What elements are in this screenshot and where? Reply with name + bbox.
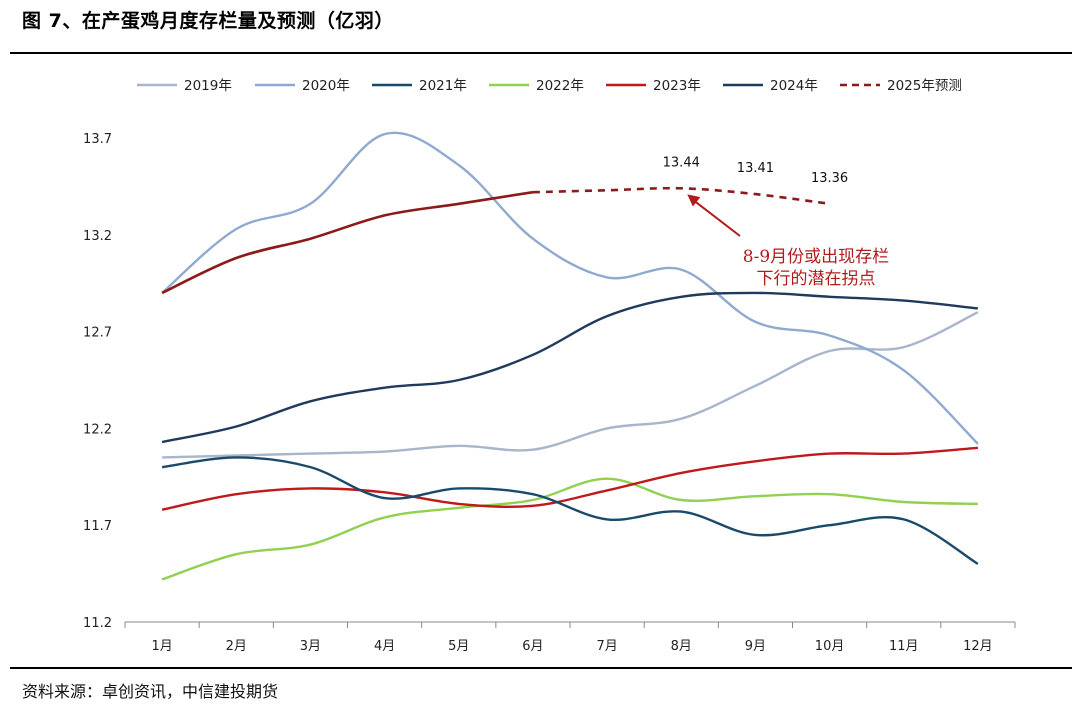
x-tick-label: 6月	[522, 639, 543, 654]
title-rule	[10, 52, 1072, 54]
data-label: 13.41	[737, 161, 774, 176]
x-tick-label: 9月	[745, 639, 766, 654]
x-tick-label: 10月	[815, 639, 845, 654]
y-tick-label: 12.2	[83, 422, 112, 437]
series-2025-forecast-line	[532, 186, 830, 206]
y-tick-label: 11.2	[83, 616, 112, 631]
x-tick-label: 1月	[151, 639, 172, 654]
annotation-text: 8-9月份或出现存栏	[743, 247, 889, 267]
data-label: 13.44	[663, 155, 700, 170]
legend-label: 2019年	[184, 78, 232, 94]
legend-label: 2021年	[419, 78, 467, 94]
series-2021-line	[161, 456, 979, 565]
series-2020-line	[161, 131, 979, 445]
x-tick-label: 7月	[596, 639, 617, 654]
series-2019-line	[162, 311, 979, 459]
series-2023-line	[161, 446, 978, 511]
y-tick-label: 11.7	[83, 519, 112, 534]
series-2025-line	[161, 190, 534, 295]
annotation-text: 下行的潜在拐点	[757, 269, 876, 289]
legend-label: 2024年	[770, 78, 818, 94]
figure-title: 图 7、在产蛋鸡月度存栏量及预测（亿羽）	[22, 10, 394, 32]
legend-label: 2020年	[302, 78, 350, 94]
y-tick-label: 12.7	[83, 326, 112, 341]
data-label: 13.36	[811, 171, 848, 186]
x-tick-label: 12月	[963, 639, 993, 654]
source-note: 资料来源：卓创资讯，中信建投期货	[22, 682, 279, 701]
legend-label: 2025年预测	[887, 78, 962, 94]
annotation-arrowhead	[687, 194, 701, 207]
x-tick-label: 2月	[226, 639, 247, 654]
y-tick-label: 13.7	[83, 132, 112, 147]
x-tick-label: 4月	[374, 639, 395, 654]
series-2022-line	[161, 477, 978, 581]
x-tick-label: 3月	[300, 639, 321, 654]
legend-label: 2023年	[653, 78, 701, 94]
legend-label: 2022年	[536, 78, 584, 94]
series-2024-line	[161, 291, 979, 444]
source-rule	[10, 667, 1072, 669]
y-tick-label: 13.2	[83, 229, 112, 244]
x-tick-label: 11月	[889, 639, 919, 654]
x-tick-label: 8月	[671, 639, 692, 654]
annotation-arrow	[691, 198, 741, 237]
x-tick-label: 5月	[448, 639, 469, 654]
